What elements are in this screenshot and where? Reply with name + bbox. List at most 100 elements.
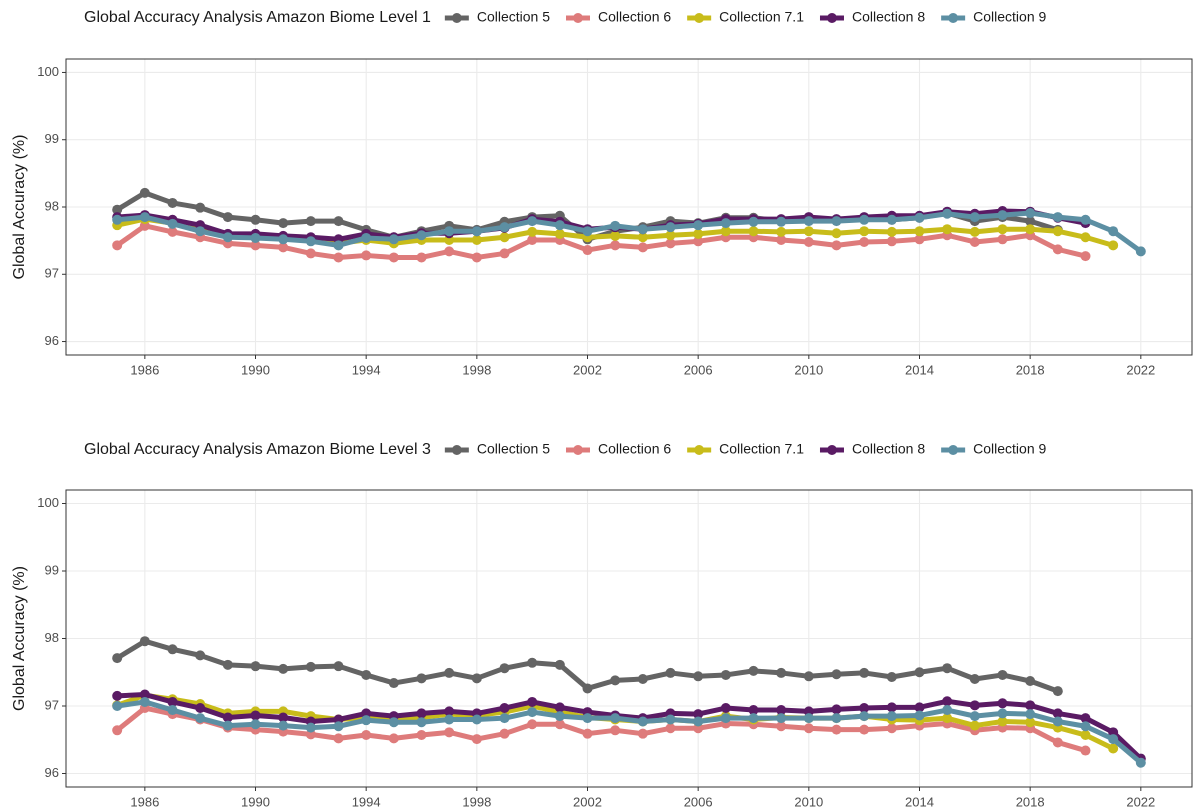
point bbox=[471, 714, 482, 725]
point bbox=[499, 703, 510, 714]
legend-label: Collection 9 bbox=[973, 441, 1046, 457]
point bbox=[610, 230, 621, 241]
point bbox=[914, 234, 925, 245]
point bbox=[859, 703, 870, 714]
panel: 96 97 98 99 100 1986 1990 1994 1998 2002 2006 2010 2… bbox=[11, 9, 1193, 377]
x-tick-label: 1994 bbox=[352, 794, 381, 809]
point bbox=[914, 226, 925, 237]
point bbox=[1080, 232, 1091, 243]
point bbox=[388, 717, 399, 728]
point bbox=[610, 713, 621, 724]
point bbox=[969, 226, 980, 237]
point bbox=[361, 250, 372, 261]
point bbox=[748, 713, 759, 724]
point bbox=[886, 723, 897, 734]
legend-key-point bbox=[451, 445, 462, 455]
point bbox=[222, 232, 233, 243]
point bbox=[1025, 208, 1036, 219]
point bbox=[361, 730, 372, 741]
point bbox=[278, 712, 289, 723]
point bbox=[665, 230, 676, 241]
legend-label: Collection 7.1 bbox=[719, 9, 804, 25]
point bbox=[1025, 709, 1036, 720]
point bbox=[250, 232, 261, 243]
point bbox=[942, 663, 953, 674]
point bbox=[112, 214, 123, 225]
point bbox=[1080, 745, 1091, 756]
point bbox=[997, 716, 1008, 727]
point bbox=[942, 208, 953, 219]
point bbox=[803, 226, 814, 237]
legend-key-point bbox=[451, 13, 462, 23]
legend-label: Collection 5 bbox=[477, 441, 550, 457]
point bbox=[112, 690, 123, 701]
point bbox=[720, 713, 731, 724]
chart-title: Global Accuracy Analysis Amazon Biome Le… bbox=[84, 441, 431, 458]
point bbox=[195, 202, 206, 213]
point bbox=[333, 216, 344, 227]
point bbox=[554, 228, 565, 239]
point bbox=[914, 212, 925, 223]
point bbox=[499, 663, 510, 674]
point bbox=[942, 224, 953, 235]
legend-key-point bbox=[948, 445, 959, 455]
legend-label: Collection 5 bbox=[477, 9, 550, 25]
point bbox=[195, 703, 206, 714]
point bbox=[720, 226, 731, 237]
point bbox=[886, 214, 897, 225]
point bbox=[859, 667, 870, 678]
point bbox=[1052, 737, 1063, 748]
point bbox=[914, 702, 925, 713]
legend-key-point bbox=[694, 445, 705, 455]
point bbox=[222, 659, 233, 670]
point bbox=[831, 669, 842, 680]
point bbox=[1052, 686, 1063, 697]
point bbox=[195, 226, 206, 237]
point bbox=[665, 222, 676, 233]
point bbox=[416, 230, 427, 241]
point bbox=[305, 236, 316, 247]
point bbox=[776, 721, 787, 732]
point bbox=[278, 720, 289, 731]
point bbox=[886, 236, 897, 247]
y-tick-label: 98 bbox=[45, 198, 59, 213]
point bbox=[610, 675, 621, 686]
point bbox=[1080, 730, 1091, 741]
point bbox=[305, 216, 316, 227]
point bbox=[665, 238, 676, 249]
point bbox=[942, 713, 953, 724]
point bbox=[969, 236, 980, 247]
point bbox=[444, 706, 455, 717]
point bbox=[803, 216, 814, 227]
point bbox=[416, 730, 427, 741]
point bbox=[610, 240, 621, 251]
point bbox=[139, 689, 150, 700]
legend-label: Collection 6 bbox=[598, 441, 671, 457]
point bbox=[1025, 717, 1036, 728]
point bbox=[720, 218, 731, 229]
point bbox=[305, 722, 316, 733]
plot-frame bbox=[65, 489, 1193, 788]
point bbox=[637, 232, 648, 243]
point bbox=[1080, 713, 1091, 724]
point bbox=[776, 216, 787, 227]
point bbox=[305, 661, 316, 672]
point bbox=[444, 727, 455, 738]
point bbox=[554, 659, 565, 670]
point bbox=[969, 674, 980, 684]
point bbox=[167, 226, 178, 237]
point bbox=[969, 212, 980, 223]
chart-title: Global Accuracy Analysis Amazon Biome Le… bbox=[84, 9, 431, 26]
point bbox=[969, 720, 980, 731]
point bbox=[582, 226, 593, 237]
point bbox=[499, 222, 510, 233]
x-tick-label: 1998 bbox=[462, 362, 491, 377]
point bbox=[582, 713, 593, 724]
y-tick-label: 100 bbox=[37, 64, 59, 79]
point bbox=[720, 703, 731, 714]
point bbox=[195, 713, 206, 724]
point bbox=[333, 240, 344, 251]
point bbox=[305, 248, 316, 259]
point bbox=[112, 204, 123, 215]
